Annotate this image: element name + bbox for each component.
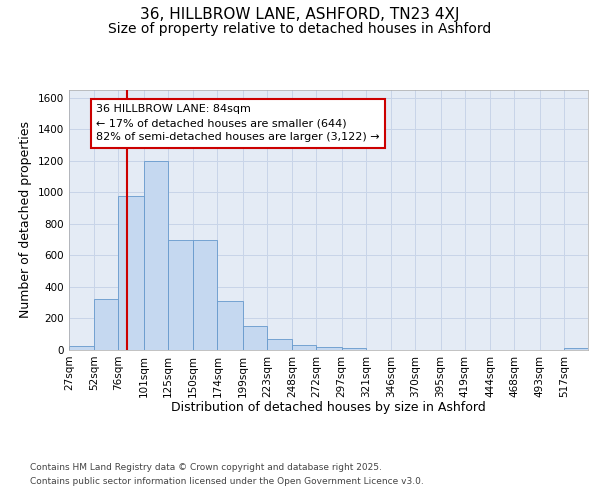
Bar [564,348,588,350]
Text: 36, HILLBROW LANE, ASHFORD, TN23 4XJ: 36, HILLBROW LANE, ASHFORD, TN23 4XJ [140,8,460,22]
Bar [217,301,242,350]
Text: Contains public sector information licensed under the Open Government Licence v3: Contains public sector information licen… [30,477,424,486]
Bar [292,346,316,350]
Bar [144,161,168,350]
Bar [118,196,144,350]
Bar [69,346,94,350]
Bar [341,348,366,350]
Text: Contains HM Land Registry data © Crown copyright and database right 2025.: Contains HM Land Registry data © Crown c… [30,464,382,472]
Text: Size of property relative to detached houses in Ashford: Size of property relative to detached ho… [109,22,491,36]
Bar [193,240,217,350]
Bar [94,299,118,350]
Bar [168,240,193,350]
Bar [267,339,292,350]
Text: 36 HILLBROW LANE: 84sqm
← 17% of detached houses are smaller (644)
82% of semi-d: 36 HILLBROW LANE: 84sqm ← 17% of detache… [96,104,380,142]
Bar [316,347,341,350]
X-axis label: Distribution of detached houses by size in Ashford: Distribution of detached houses by size … [171,401,486,414]
Y-axis label: Number of detached properties: Number of detached properties [19,122,32,318]
Bar [242,326,267,350]
